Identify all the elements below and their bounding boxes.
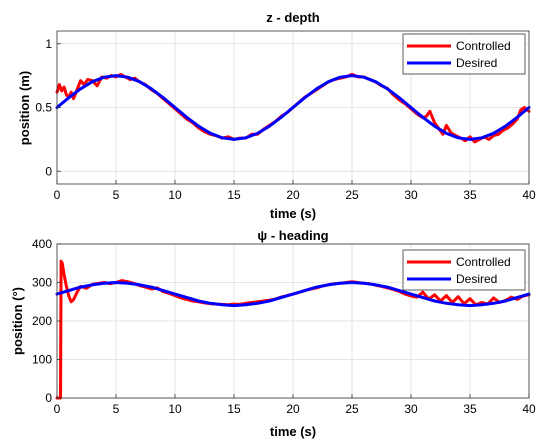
heading-chart-panel: ψ - heading 0 5 10 15 20 25 30 35 40010020030040… bbox=[10, 228, 536, 439]
heading-xtick-label: 40 bbox=[522, 402, 536, 416]
depth-xtick-label: 30 bbox=[404, 188, 418, 202]
heading-ytick-label: 300 bbox=[32, 276, 52, 290]
depth-chart-panel: z - depth 0 5 10 15 20 25 30 35 40 0 0.5 1 time (s)… bbox=[17, 10, 536, 221]
depth-chart-lines bbox=[55, 72, 531, 144]
heading-series-desired-line bbox=[55, 281, 531, 308]
depth-chart-legend: Controlled Desired bbox=[402, 33, 526, 75]
depth-xtick-label: 5 bbox=[113, 188, 120, 202]
heading-chart-legend: Controlled Desired bbox=[402, 249, 526, 291]
heading-xtick-label: 5 bbox=[113, 402, 120, 416]
depth-xtick-label: 35 bbox=[463, 188, 477, 202]
depth-series-desired-line bbox=[55, 74, 531, 141]
depth-chart-xlabel: time (s) bbox=[270, 206, 316, 221]
heading-chart-ylabel: position (°) bbox=[10, 287, 25, 355]
depth-xtick-label: 40 bbox=[522, 188, 536, 202]
heading-legend-controlled-label: Controlled bbox=[456, 255, 511, 269]
heading-ytick-label: 200 bbox=[32, 314, 52, 328]
heading-legend-desired-label: Desired bbox=[456, 272, 497, 286]
depth-ytick-label: 0.5 bbox=[35, 101, 52, 115]
depth-legend-desired-label: Desired bbox=[456, 56, 497, 70]
depth-xtick-label: 10 bbox=[168, 188, 182, 202]
depth-chart-ticks: 0 5 10 15 20 25 30 35 40 0 0.5 1 bbox=[35, 37, 536, 202]
depth-xtick-label: 15 bbox=[227, 188, 241, 202]
heading-xtick-label: 15 bbox=[227, 402, 241, 416]
depth-chart-ylabel: position (m) bbox=[17, 71, 32, 145]
heading-xtick-label: 10 bbox=[168, 402, 182, 416]
depth-ytick-label: 1 bbox=[45, 37, 52, 51]
heading-chart-lines bbox=[55, 259, 531, 400]
depth-chart-title: z - depth bbox=[266, 10, 319, 25]
heading-xtick-label: 0 bbox=[54, 402, 61, 416]
heading-legend-box bbox=[402, 249, 526, 291]
heading-chart-xlabel: time (s) bbox=[270, 424, 316, 439]
depth-legend-box bbox=[402, 33, 526, 75]
depth-ytick-label: 0 bbox=[45, 164, 52, 178]
heading-xtick-label: 25 bbox=[345, 402, 359, 416]
heading-xtick-label: 20 bbox=[286, 402, 300, 416]
depth-xtick-label: 20 bbox=[286, 188, 300, 202]
depth-xtick-label: 25 bbox=[345, 188, 359, 202]
heading-xtick-label: 35 bbox=[463, 402, 477, 416]
heading-xtick-label: 30 bbox=[404, 402, 418, 416]
depth-xtick-label: 0 bbox=[54, 188, 61, 202]
heading-chart-title: ψ - heading bbox=[257, 228, 328, 243]
heading-ytick-label: 100 bbox=[32, 353, 52, 367]
heading-ytick-label: 400 bbox=[32, 237, 52, 251]
heading-ytick-label: 0 bbox=[45, 391, 52, 405]
depth-legend-controlled-label: Controlled bbox=[456, 39, 511, 53]
